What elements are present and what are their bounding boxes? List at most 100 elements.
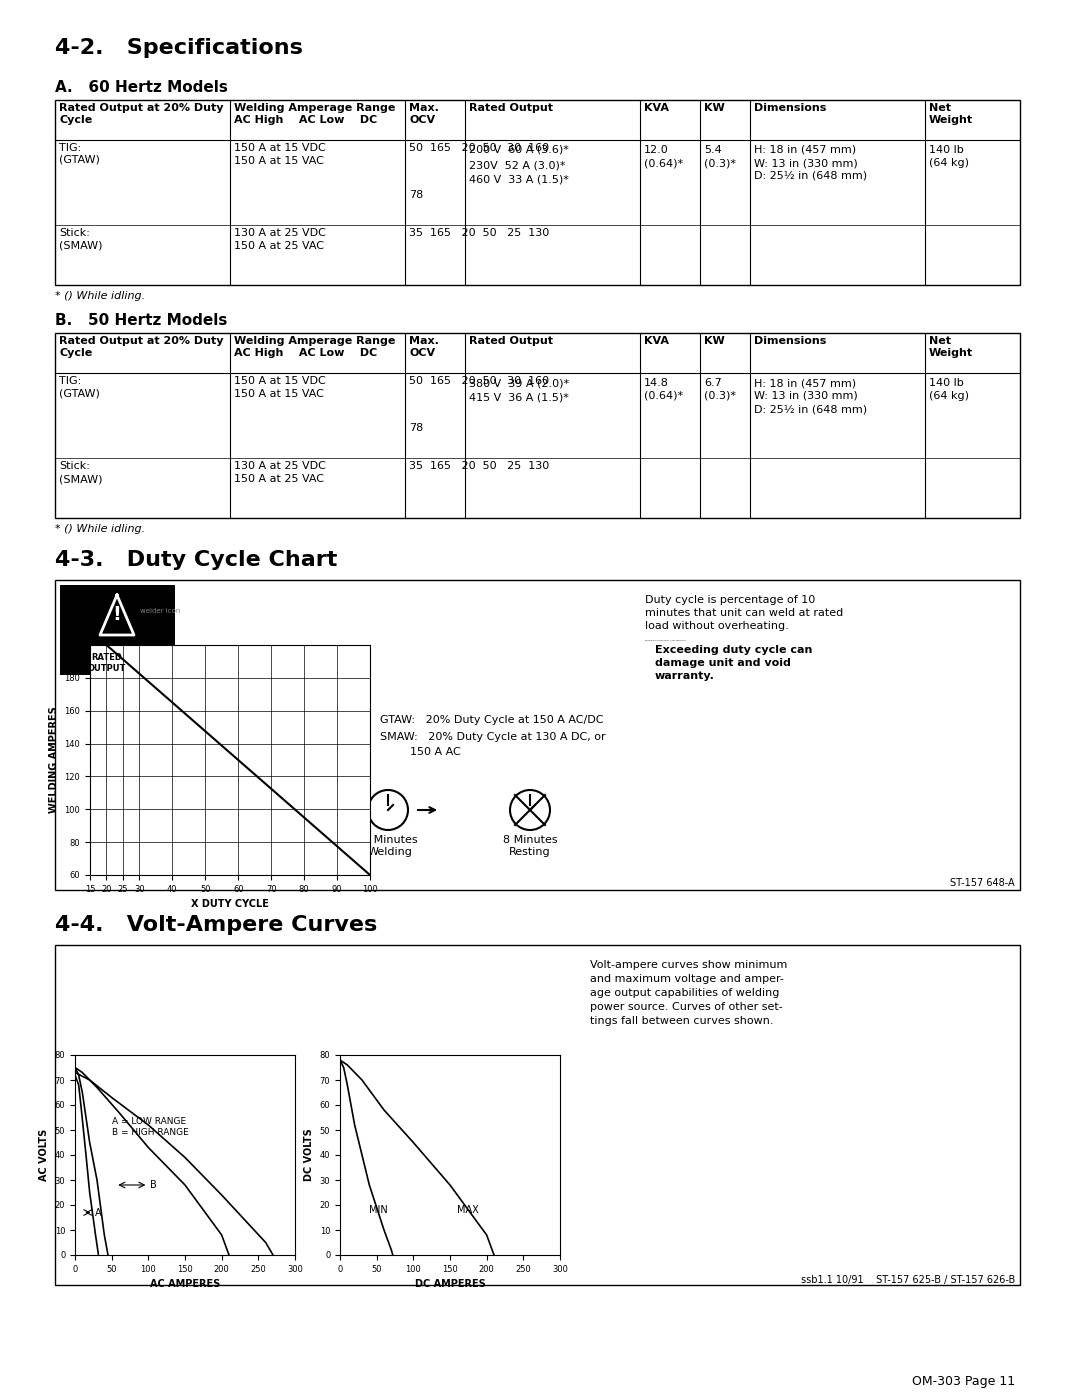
Text: MIN: MIN	[369, 1206, 388, 1215]
Text: 150 A AC: 150 A AC	[410, 747, 461, 757]
Text: 5.4: 5.4	[704, 145, 721, 155]
Text: A = LOW RANGE
B = HIGH RANGE: A = LOW RANGE B = HIGH RANGE	[111, 1118, 188, 1137]
Text: TIG:: TIG:	[59, 142, 81, 154]
Text: D: 25½ in (648 mm): D: 25½ in (648 mm)	[754, 404, 867, 414]
Text: \|/\|/\|/: \|/\|/\|/	[146, 590, 175, 601]
Text: 150 A at 25 VAC: 150 A at 25 VAC	[234, 242, 324, 251]
Text: * () While idling.: * () While idling.	[55, 291, 145, 300]
Text: (0.64)*: (0.64)*	[644, 391, 684, 401]
Text: ST-157 648-A: ST-157 648-A	[950, 877, 1015, 888]
Text: 230V  52 A (3.0)*: 230V 52 A (3.0)*	[469, 161, 566, 170]
Text: H: 18 in (457 mm): H: 18 in (457 mm)	[754, 145, 856, 155]
Text: (64 kg): (64 kg)	[929, 158, 969, 168]
Text: KW: KW	[704, 337, 725, 346]
Text: (64 kg): (64 kg)	[929, 391, 969, 401]
Text: damage unit and void: damage unit and void	[654, 658, 791, 668]
Text: Max.
OCV: Max. OCV	[409, 103, 438, 124]
Text: 78: 78	[409, 190, 423, 200]
Text: 2 Minutes
Welding: 2 Minutes Welding	[363, 835, 417, 856]
Text: Rated Output at 20% Duty
Cycle: Rated Output at 20% Duty Cycle	[59, 103, 224, 124]
Text: 150 A at 15 VDC: 150 A at 15 VDC	[234, 376, 326, 386]
Text: B: B	[150, 1180, 157, 1190]
Text: 50  165   20  50   30  160: 50 165 20 50 30 160	[409, 142, 549, 154]
Text: (0.3)*: (0.3)*	[704, 391, 735, 401]
Text: * () While idling.: * () While idling.	[55, 524, 145, 534]
FancyBboxPatch shape	[55, 332, 1020, 518]
Text: A.   60 Hertz Models: A. 60 Hertz Models	[55, 80, 228, 95]
Text: Welding Amperage Range
AC High    AC Low    DC: Welding Amperage Range AC High AC Low DC	[234, 103, 395, 124]
Text: 35  165   20  50   25  130: 35 165 20 50 25 130	[409, 228, 550, 237]
Text: (0.3)*: (0.3)*	[704, 158, 735, 168]
Text: 6.7: 6.7	[704, 379, 721, 388]
FancyBboxPatch shape	[55, 101, 1020, 285]
Text: Rated Output: Rated Output	[469, 103, 553, 113]
Text: !: !	[112, 605, 121, 624]
Text: 35  165   20  50   25  130: 35 165 20 50 25 130	[409, 461, 550, 471]
Circle shape	[368, 789, 408, 830]
Y-axis label: DC VOLTS: DC VOLTS	[305, 1129, 314, 1182]
Text: Rated Output: Rated Output	[469, 337, 553, 346]
Text: power source. Curves of other set-: power source. Curves of other set-	[590, 1002, 783, 1011]
Text: Exceeding duty cycle can: Exceeding duty cycle can	[654, 645, 812, 655]
Text: A: A	[95, 1207, 102, 1218]
Text: 150 A at 15 VAC: 150 A at 15 VAC	[234, 388, 324, 400]
Text: B.   50 Hertz Models: B. 50 Hertz Models	[55, 313, 228, 328]
Text: W: 13 in (330 mm): W: 13 in (330 mm)	[754, 391, 858, 401]
Text: Welding Amperage Range
AC High    AC Low    DC: Welding Amperage Range AC High AC Low DC	[234, 337, 395, 358]
Text: W: 13 in (330 mm): W: 13 in (330 mm)	[754, 158, 858, 168]
Text: (GTAW): (GTAW)	[59, 388, 99, 398]
Circle shape	[510, 789, 550, 830]
Text: Rated Output at 20% Duty
Cycle: Rated Output at 20% Duty Cycle	[59, 337, 224, 358]
X-axis label: AC AMPERES: AC AMPERES	[150, 1280, 220, 1289]
Text: Volt-ampere curves show minimum: Volt-ampere curves show minimum	[590, 960, 787, 970]
Text: 150 A at 15 VAC: 150 A at 15 VAC	[234, 156, 324, 166]
Text: H: 18 in (457 mm): H: 18 in (457 mm)	[754, 379, 856, 388]
Text: KVA: KVA	[644, 337, 669, 346]
Text: tings fall between curves shown.: tings fall between curves shown.	[590, 1016, 773, 1025]
Text: 150 A at 25 VAC: 150 A at 25 VAC	[234, 474, 324, 483]
Text: load without overheating.: load without overheating.	[645, 622, 788, 631]
Text: 4-2.   Specifications: 4-2. Specifications	[55, 38, 302, 59]
Text: Dimensions: Dimensions	[754, 337, 826, 346]
Text: KVA: KVA	[644, 103, 669, 113]
Text: MAX: MAX	[457, 1206, 480, 1215]
Text: 140 lb: 140 lb	[929, 379, 963, 388]
Text: (SMAW): (SMAW)	[59, 474, 103, 483]
Text: RATED
OUTPUT: RATED OUTPUT	[87, 654, 125, 672]
Text: OM-303 Page 11: OM-303 Page 11	[912, 1375, 1015, 1389]
Text: 415 V  36 A (1.5)*: 415 V 36 A (1.5)*	[469, 393, 569, 402]
Text: warranty.: warranty.	[654, 671, 715, 680]
Text: D: 25½ in (648 mm): D: 25½ in (648 mm)	[754, 170, 867, 182]
Text: age output capabilities of welding: age output capabilities of welding	[590, 988, 780, 997]
Text: Duty cycle is percentage of 10: Duty cycle is percentage of 10	[645, 595, 815, 605]
Y-axis label: AC VOLTS: AC VOLTS	[39, 1129, 49, 1180]
Text: Net
Weight: Net Weight	[929, 103, 973, 124]
FancyBboxPatch shape	[55, 580, 1020, 890]
Text: SMAW:   20% Duty Cycle at 130 A DC, or: SMAW: 20% Duty Cycle at 130 A DC, or	[380, 732, 606, 742]
Text: Net
Weight: Net Weight	[929, 337, 973, 358]
Text: 130 A at 25 VDC: 130 A at 25 VDC	[234, 461, 326, 471]
Text: 460 V  33 A (1.5)*: 460 V 33 A (1.5)*	[469, 175, 569, 184]
Text: 4-3.   Duty Cycle Chart: 4-3. Duty Cycle Chart	[55, 550, 337, 570]
FancyBboxPatch shape	[60, 585, 175, 675]
X-axis label: X DUTY CYCLE: X DUTY CYCLE	[191, 900, 269, 909]
Text: 150 A at 15 VDC: 150 A at 15 VDC	[234, 142, 326, 154]
Text: TIG:: TIG:	[59, 376, 81, 386]
Text: KW: KW	[704, 103, 725, 113]
Text: (0.64)*: (0.64)*	[644, 158, 684, 168]
Text: and maximum voltage and amper-: and maximum voltage and amper-	[590, 974, 784, 983]
Text: GTAW:   20% Duty Cycle at 150 A AC/DC: GTAW: 20% Duty Cycle at 150 A AC/DC	[380, 715, 604, 725]
Text: 14.8: 14.8	[644, 379, 669, 388]
Text: 380 V  39 A (2.0)*: 380 V 39 A (2.0)*	[469, 379, 569, 388]
Y-axis label: WELDING AMPERES: WELDING AMPERES	[49, 707, 58, 813]
Text: Stick:: Stick:	[59, 228, 90, 237]
Text: 130 A at 25 VDC: 130 A at 25 VDC	[234, 228, 326, 237]
Text: welder icon: welder icon	[139, 608, 180, 615]
Text: Dimensions: Dimensions	[754, 103, 826, 113]
Text: Max.
OCV: Max. OCV	[409, 337, 438, 358]
Text: 200 V  60 A (3.6)*: 200 V 60 A (3.6)*	[469, 145, 569, 155]
Text: 140 lb: 140 lb	[929, 145, 963, 155]
Text: Stick:: Stick:	[59, 461, 90, 471]
Text: 78: 78	[409, 423, 423, 433]
X-axis label: DC AMPERES: DC AMPERES	[415, 1280, 485, 1289]
